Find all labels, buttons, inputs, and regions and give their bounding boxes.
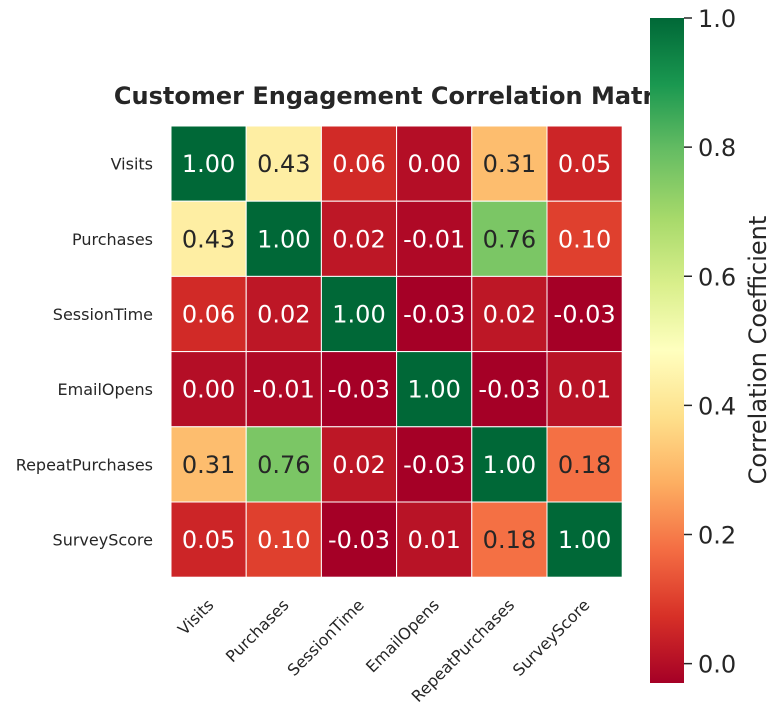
cell-value-label: 0.10 xyxy=(257,526,310,554)
colorbar-ticks: 0.0 0.2 0.4 0.6 0.8 1.0 xyxy=(684,5,736,679)
heatmap-cell xyxy=(546,501,623,578)
heatmap-cell xyxy=(396,125,473,202)
colorbar-tick-label: 0.0 xyxy=(698,651,736,679)
heatmap-cell xyxy=(320,351,398,428)
heatmap-cell xyxy=(170,426,247,503)
heatmap-cell xyxy=(396,275,473,353)
cell-value-label: 0.18 xyxy=(483,526,536,554)
heatmap-cell xyxy=(396,501,473,578)
cell-value-label: 0.00 xyxy=(407,150,460,178)
heatmap-cell xyxy=(170,501,247,578)
cell-value-label: 0.06 xyxy=(182,301,235,329)
cell-value-label: 0.76 xyxy=(483,225,536,253)
cell-value-label: 1.00 xyxy=(558,526,611,554)
heatmap-cell xyxy=(245,351,322,428)
cell-value-label: -0.03 xyxy=(328,376,390,404)
colorbar-tick-label: 1.0 xyxy=(698,5,736,33)
heatmap-cell xyxy=(471,125,548,202)
y-axis-labels: Visits Purchases SessionTime EmailOpens Repe… xyxy=(16,155,153,550)
cell-value-label: 0.00 xyxy=(182,376,235,404)
y-tick-label: Visits xyxy=(111,155,153,174)
heatmap-cell xyxy=(245,200,322,277)
heatmap-cell xyxy=(170,125,247,202)
cell-value-label: -0.03 xyxy=(554,301,616,329)
heatmap-cell xyxy=(546,200,623,277)
heatmap-cell xyxy=(546,275,623,353)
cell-value-label: 0.43 xyxy=(257,150,310,178)
heatmap-cells: 1.00 0.43 0.06 0.00 0.31 0.05 0.43 1.00 0.02 -0.0… xyxy=(170,125,623,578)
x-axis-labels: Visits PurchasesSessionTimeEmailOpensRepe… xyxy=(174,595,593,706)
cell-value-label: 0.31 xyxy=(483,150,536,178)
cell-value-label: 1.00 xyxy=(332,301,385,329)
y-tick-label: Purchases xyxy=(72,230,153,249)
chart-title: Customer Engagement Correlation Matrix xyxy=(114,82,679,110)
cell-value-label: -0.01 xyxy=(403,225,465,253)
heatmap-cell xyxy=(396,426,473,503)
y-tick-label: SurveyScore xyxy=(53,531,153,550)
cell-value-label: 1.00 xyxy=(182,150,235,178)
heatmap-cell xyxy=(396,351,473,428)
heatmap-cell xyxy=(320,426,398,503)
cell-value-label: -0.03 xyxy=(478,376,540,404)
cell-value-label: 0.01 xyxy=(558,376,611,404)
cell-value-label: 0.02 xyxy=(483,301,536,329)
colorbar: 0.0 0.2 0.4 0.6 0.8 1.0 Correlation Coefficie… xyxy=(650,5,772,683)
cell-value-label: 1.00 xyxy=(257,225,310,253)
heatmap-cell xyxy=(471,426,548,503)
cell-value-label: 0.05 xyxy=(182,526,235,554)
colorbar-tick-label: 0.4 xyxy=(698,392,736,420)
heatmap-cell xyxy=(546,125,623,202)
cell-value-label: 0.02 xyxy=(332,451,385,479)
colorbar-label: Correlation Coefficient xyxy=(744,216,772,485)
colorbar-tick-label: 0.2 xyxy=(698,522,736,550)
cell-value-label: -0.03 xyxy=(403,301,465,329)
cell-value-label: 0.31 xyxy=(182,451,235,479)
cell-value-label: 0.43 xyxy=(182,225,235,253)
heatmap-cell xyxy=(471,501,548,578)
heatmap-cell xyxy=(170,275,247,353)
heatmap-cell xyxy=(396,200,473,277)
cell-value-label: 0.06 xyxy=(332,150,385,178)
heatmap-cell xyxy=(245,125,322,202)
cell-value-label: -0.03 xyxy=(328,526,390,554)
x-tick-label: EmailOpens xyxy=(362,595,443,676)
y-tick-label: RepeatPurchases xyxy=(16,455,153,474)
x-tick-label: SurveyScore xyxy=(509,595,593,679)
heatmap-cell xyxy=(170,351,247,428)
colorbar-tick-label: 0.8 xyxy=(698,134,736,162)
colorbar-tick-label: 0.6 xyxy=(698,263,736,291)
x-tick-label: Purchases xyxy=(222,595,293,666)
colorbar-gradient xyxy=(650,18,684,683)
heatmap-cell xyxy=(546,426,623,503)
heatmap-cell xyxy=(546,351,623,428)
x-tick-label: Visits xyxy=(174,595,217,638)
cell-value-label: 1.00 xyxy=(407,376,460,404)
cell-value-label: 1.00 xyxy=(483,451,536,479)
x-tick-label: SessionTime xyxy=(284,595,368,679)
heatmap-cell xyxy=(245,275,322,353)
cell-value-label: 0.01 xyxy=(407,526,460,554)
cell-value-label: 0.05 xyxy=(558,150,611,178)
heatmap-cell xyxy=(320,125,398,202)
cell-value-label: 0.10 xyxy=(558,225,611,253)
cell-value-label: 0.76 xyxy=(257,451,310,479)
y-tick-label: SessionTime xyxy=(53,305,153,324)
cell-value-label: -0.03 xyxy=(403,451,465,479)
y-tick-label: EmailOpens xyxy=(58,380,153,399)
cell-value-label: 0.02 xyxy=(332,225,385,253)
heatmap-cell xyxy=(471,275,548,353)
cell-value-label: 0.02 xyxy=(257,301,310,329)
cell-value-label: 0.18 xyxy=(558,451,611,479)
heatmap-cell xyxy=(471,351,548,428)
cell-value-label: -0.01 xyxy=(253,376,315,404)
